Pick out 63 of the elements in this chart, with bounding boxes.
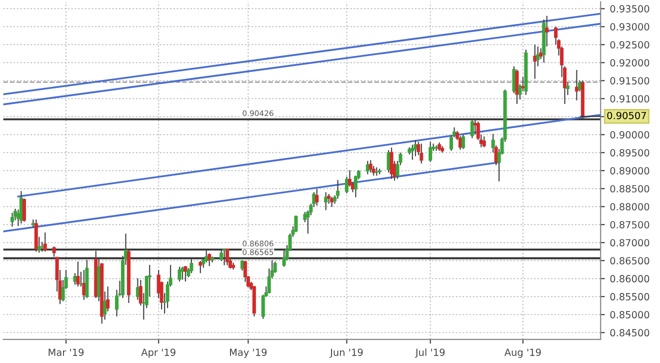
y-tick-label: 0.90000 <box>610 131 650 138</box>
candlestick <box>261 294 265 320</box>
candlestick <box>103 290 107 320</box>
y-tick-label: 0.84500 <box>610 329 650 336</box>
candlestick <box>420 143 424 164</box>
y-tick-label: 0.86000 <box>610 275 650 282</box>
x-tick-label: Jul '19 <box>414 348 445 358</box>
candlestick <box>190 256 194 274</box>
y-tick-label: 0.92500 <box>610 41 650 48</box>
y-tick-label: 0.92000 <box>610 59 650 66</box>
x-tick-label: Mar '19 <box>48 348 84 356</box>
x-tick-label: Aug '19 <box>504 348 541 358</box>
y-tick-label: 0.87500 <box>610 221 650 228</box>
candlestick <box>330 196 334 208</box>
candlestick <box>208 252 212 267</box>
candlestick <box>222 248 226 266</box>
y-tick-label: 0.86500 <box>610 257 650 264</box>
candlestick <box>10 212 14 228</box>
y-tick-label: 0.93000 <box>610 23 650 30</box>
y-tick-label: 0.91500 <box>610 77 650 84</box>
y-tick-label: 0.88000 <box>610 203 650 210</box>
candlestick <box>240 260 244 272</box>
candlestick <box>574 69 578 101</box>
y-tick-label: 0.85000 <box>610 311 650 318</box>
y-tick-label: 0.89000 <box>610 167 650 174</box>
x-tick-label: Jun '19 <box>330 348 363 358</box>
candlestick <box>294 215 298 233</box>
x-tick-label: May '19 <box>230 348 267 358</box>
candlestick <box>315 188 319 206</box>
candlestick <box>73 272 77 286</box>
candlestick <box>40 241 44 252</box>
candlestick <box>198 260 202 274</box>
candlestick <box>473 118 477 136</box>
candlestick <box>184 265 188 282</box>
candlestick <box>178 266 182 282</box>
annotation: 0.90507 <box>607 112 646 120</box>
y-tick-label: 0.89500 <box>610 149 650 156</box>
candlestick <box>368 160 372 173</box>
candlestick <box>461 134 465 150</box>
candlestick <box>79 271 83 288</box>
candlestick <box>366 160 370 175</box>
candlestick <box>470 118 474 139</box>
y-tick-label: 0.91000 <box>610 95 650 102</box>
candlestick <box>220 250 224 262</box>
candlestick <box>180 266 184 280</box>
candlestick <box>282 248 286 268</box>
candlestick <box>336 179 340 200</box>
candlestick <box>428 141 432 162</box>
candlestick <box>52 246 56 258</box>
candlestick <box>226 248 230 266</box>
x-tick-label: Apr '19 <box>141 348 176 358</box>
candlestick <box>515 68 519 105</box>
y-tick-label: 0.88500 <box>610 185 650 192</box>
candlestick <box>390 147 394 180</box>
y-tick-label: 0.93500 <box>610 5 650 12</box>
candlestick <box>482 136 486 148</box>
candlestick <box>324 192 328 211</box>
candlestick <box>76 261 80 288</box>
candlestick <box>545 15 549 47</box>
y-tick-label: 0.85500 <box>610 293 650 300</box>
y-tick-label: 0.87000 <box>610 239 650 246</box>
candlestick <box>43 232 47 252</box>
candlestick <box>533 44 537 80</box>
